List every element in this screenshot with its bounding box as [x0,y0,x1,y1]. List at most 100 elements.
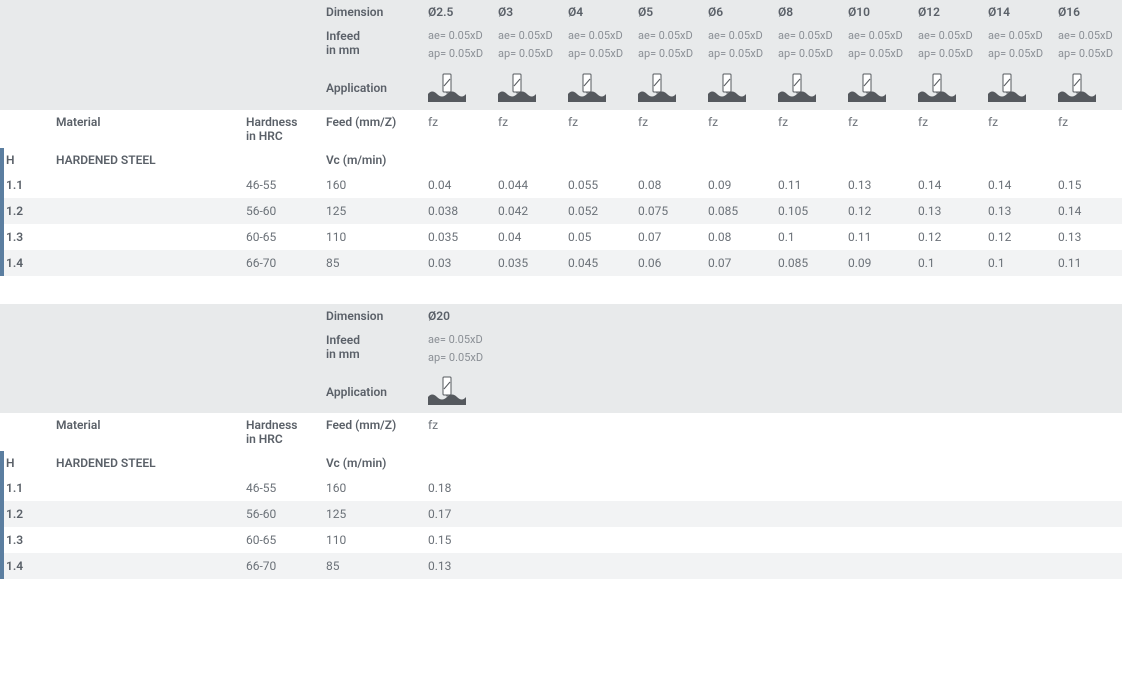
application-icon [778,72,816,102]
infeed-0: ae= 0.05xDap= 0.05xD [422,24,492,67]
label-feed: Feed (mm/Z) [320,110,422,148]
fz-1.1-0: 0.18 [422,475,492,501]
data-row-1.4: 1.4 66-70 850.030.0350.0450.060.070.0850… [0,250,1122,276]
data-row-1.1: 1.1 46-55 1600.18 [0,475,1122,501]
fz-1.3-2: 0.05 [562,224,632,250]
fz-1.4-2: 0.045 [562,250,632,276]
app-icon-0 [422,370,492,413]
row-vc: 125 [320,198,422,224]
app-icon-8 [982,67,1052,110]
row-hardness: 56-60 [240,198,320,224]
dim-8: Ø14 [982,0,1052,24]
infeed-6: ae= 0.05xDap= 0.05xD [842,24,912,67]
row-dimension: DimensionØ2.5Ø3Ø4Ø5Ø6Ø8Ø10Ø12Ø14Ø16 [0,0,1122,24]
label-application: Application [320,67,422,110]
row-hardness: 46-55 [240,475,320,501]
app-icon-9 [1052,67,1122,110]
infeed-2: ae= 0.05xDap= 0.05xD [562,24,632,67]
app-icon-1 [492,67,562,110]
fz-label-7: fz [912,110,982,148]
fz-1.2-0: 0.038 [422,198,492,224]
dim-2: Ø4 [562,0,632,24]
label-material: Material [50,413,240,451]
cutting-data-table: DimensionØ20 Infeedin mmae= 0.05xDap= 0.… [0,304,1122,580]
label-hardness: Hardnessin HRC [240,413,320,451]
app-icon-6 [842,67,912,110]
fz-1.1-8: 0.14 [982,172,1052,198]
row-vc: 160 [320,475,422,501]
fz-label-0: fz [422,110,492,148]
app-icon-3 [632,67,702,110]
fz-1.1-4: 0.09 [702,172,772,198]
section-name: HARDENED STEEL [50,451,240,475]
fz-1.3-0: 0.035 [422,224,492,250]
label-dimension: Dimension [320,304,422,328]
fz-1.3-7: 0.12 [912,224,982,250]
infeed-4: ae= 0.05xDap= 0.05xD [702,24,772,67]
fz-1.2-2: 0.052 [562,198,632,224]
fz-1.3-0: 0.15 [422,527,492,553]
fz-1.1-9: 0.15 [1052,172,1122,198]
cutting-data-table: DimensionØ2.5Ø3Ø4Ø5Ø6Ø8Ø10Ø12Ø14Ø16 Infe… [0,0,1122,276]
app-icon-5 [772,67,842,110]
section-code: H [0,451,50,475]
fz-1.4-3: 0.06 [632,250,702,276]
fz-label-8: fz [982,110,1052,148]
fz-1.4-0: 0.03 [422,250,492,276]
dim-0: Ø20 [422,304,492,328]
row-vc: 110 [320,527,422,553]
dim-6: Ø10 [842,0,912,24]
fz-1.1-5: 0.11 [772,172,842,198]
row-idx: 1.3 [0,224,50,250]
application-icon [988,72,1026,102]
fz-1.1-2: 0.055 [562,172,632,198]
fz-1.4-5: 0.085 [772,250,842,276]
fz-1.1-3: 0.08 [632,172,702,198]
label-infeed: Infeedin mm [320,24,422,67]
row-idx: 1.4 [0,553,50,579]
infeed-9: ae= 0.05xDap= 0.05xD [1052,24,1122,67]
fz-1.4-8: 0.1 [982,250,1052,276]
row-feed-header: Material Hardnessin HRC Feed (mm/Z)fzfzf… [0,110,1122,148]
row-idx: 1.4 [0,250,50,276]
row-vc: 125 [320,501,422,527]
row-vc: 160 [320,172,422,198]
fz-1.4-4: 0.07 [702,250,772,276]
fz-1.3-4: 0.08 [702,224,772,250]
row-application: Application [0,370,1122,413]
row-section: H HARDENED STEEL Vc (m/min) [0,148,1122,172]
fz-1.3-5: 0.1 [772,224,842,250]
fz-1.1-1: 0.044 [492,172,562,198]
section-code: H [0,148,50,172]
row-idx: 1.3 [0,527,50,553]
application-icon [428,72,466,102]
dim-7: Ø12 [912,0,982,24]
row-vc: 85 [320,553,422,579]
infeed-1: ae= 0.05xDap= 0.05xD [492,24,562,67]
fz-label-9: fz [1052,110,1122,148]
data-row-1.2: 1.2 56-60 1250.17 [0,501,1122,527]
fz-1.1-7: 0.14 [912,172,982,198]
fz-1.2-7: 0.13 [912,198,982,224]
application-icon [638,72,676,102]
fz-1.2-8: 0.13 [982,198,1052,224]
fz-1.4-9: 0.11 [1052,250,1122,276]
app-icon-7 [912,67,982,110]
dim-5: Ø8 [772,0,842,24]
infeed-3: ae= 0.05xDap= 0.05xD [632,24,702,67]
fz-1.4-0: 0.13 [422,553,492,579]
application-icon [428,375,466,405]
fz-label-0: fz [422,413,492,451]
fz-1.2-6: 0.12 [842,198,912,224]
row-hardness: 66-70 [240,250,320,276]
fz-1.2-3: 0.075 [632,198,702,224]
data-row-1.3: 1.3 60-65 1100.15 [0,527,1122,553]
row-vc: 110 [320,224,422,250]
infeed-8: ae= 0.05xDap= 0.05xD [982,24,1052,67]
fz-1.3-3: 0.07 [632,224,702,250]
fz-1.1-6: 0.13 [842,172,912,198]
dim-1: Ø3 [492,0,562,24]
application-icon [708,72,746,102]
fz-1.3-9: 0.13 [1052,224,1122,250]
dim-0: Ø2.5 [422,0,492,24]
